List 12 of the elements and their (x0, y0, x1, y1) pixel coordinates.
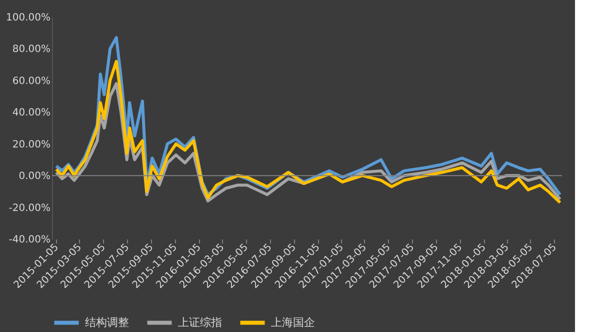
legend-label: 结构调整 (85, 316, 129, 329)
y-tick-label: -20.00% (8, 202, 50, 214)
y-tick-label: -40.00% (8, 234, 50, 246)
legend-label: 上海国企 (271, 316, 315, 329)
legend-label: 上证综指 (178, 316, 222, 329)
line-series (54, 60, 562, 204)
y-tick-label: 60.00% (12, 76, 50, 87)
y-tick-label: 100.00% (6, 12, 50, 24)
y-tick-label: 80.00% (12, 44, 50, 56)
y-tick-label: 40.00% (12, 108, 50, 119)
y-tick-label: 0.00% (18, 171, 50, 182)
y-tick-label: 20.00% (12, 139, 50, 150)
